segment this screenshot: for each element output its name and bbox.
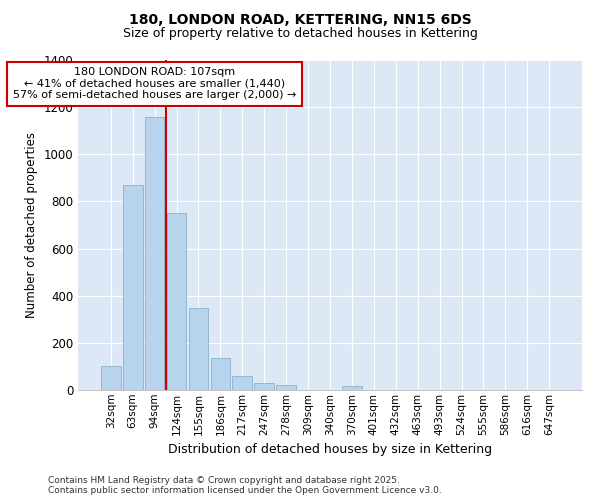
Bar bbox=[342, 386, 362, 390]
Bar bbox=[254, 383, 274, 390]
Bar bbox=[232, 376, 252, 390]
Text: Contains HM Land Registry data © Crown copyright and database right 2025.
Contai: Contains HM Land Registry data © Crown c… bbox=[48, 476, 442, 495]
Text: 180, LONDON ROAD, KETTERING, NN15 6DS: 180, LONDON ROAD, KETTERING, NN15 6DS bbox=[128, 12, 472, 26]
Bar bbox=[188, 308, 208, 390]
Bar bbox=[101, 366, 121, 390]
Bar bbox=[167, 213, 187, 390]
Bar bbox=[276, 386, 296, 390]
Text: 180 LONDON ROAD: 107sqm
← 41% of detached houses are smaller (1,440)
57% of semi: 180 LONDON ROAD: 107sqm ← 41% of detache… bbox=[13, 67, 296, 100]
Bar bbox=[123, 185, 143, 390]
Bar bbox=[211, 358, 230, 390]
Bar bbox=[145, 116, 164, 390]
Text: Size of property relative to detached houses in Kettering: Size of property relative to detached ho… bbox=[122, 28, 478, 40]
Y-axis label: Number of detached properties: Number of detached properties bbox=[25, 132, 38, 318]
X-axis label: Distribution of detached houses by size in Kettering: Distribution of detached houses by size … bbox=[168, 443, 492, 456]
